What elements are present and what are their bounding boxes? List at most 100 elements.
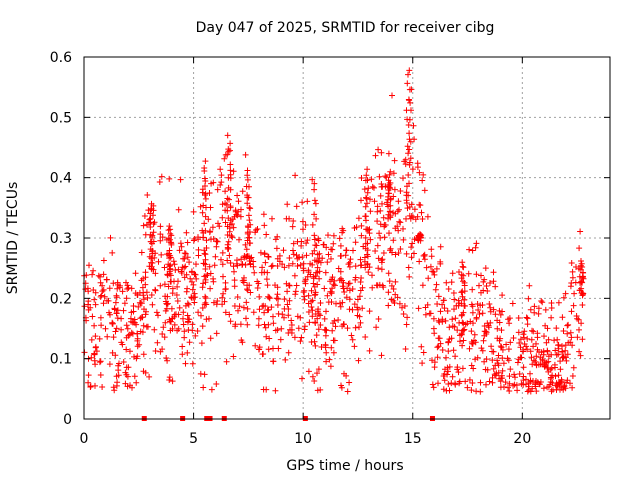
data-point bbox=[437, 340, 444, 347]
data-point bbox=[222, 309, 229, 316]
data-point bbox=[567, 339, 574, 346]
x-tick-label: 0 bbox=[80, 431, 89, 447]
data-point bbox=[571, 290, 578, 297]
x-tick-label: 20 bbox=[513, 431, 531, 447]
data-point bbox=[288, 317, 295, 324]
data-point bbox=[203, 237, 210, 244]
data-point bbox=[578, 285, 585, 292]
data-point bbox=[459, 259, 466, 266]
data-point bbox=[113, 294, 120, 301]
data-point bbox=[402, 156, 409, 163]
data-point bbox=[247, 261, 254, 268]
data-point bbox=[201, 220, 208, 227]
data-point bbox=[115, 362, 122, 369]
data-point bbox=[419, 216, 426, 222]
data-point bbox=[229, 234, 236, 241]
data-point bbox=[488, 343, 495, 350]
data-point bbox=[206, 190, 213, 196]
data-point bbox=[330, 232, 337, 239]
data-point bbox=[340, 279, 347, 286]
data-point bbox=[270, 345, 276, 352]
data-point bbox=[162, 298, 169, 305]
data-point bbox=[299, 218, 306, 225]
data-point bbox=[520, 364, 527, 371]
data-point bbox=[528, 354, 535, 361]
data-point bbox=[180, 321, 187, 328]
data-point bbox=[468, 387, 475, 394]
data-point bbox=[192, 271, 199, 278]
data-point bbox=[242, 151, 249, 158]
data-point bbox=[479, 347, 486, 354]
data-point bbox=[544, 325, 551, 332]
data-point bbox=[165, 227, 172, 234]
data-point bbox=[576, 348, 583, 355]
data-point bbox=[330, 281, 337, 288]
data-point bbox=[114, 285, 121, 292]
data-point bbox=[300, 289, 307, 296]
data-point bbox=[460, 320, 467, 327]
data-point bbox=[181, 334, 188, 341]
data-point bbox=[222, 188, 229, 195]
data-point bbox=[244, 305, 251, 312]
data-point bbox=[440, 297, 447, 304]
data-point bbox=[232, 323, 239, 330]
data-point bbox=[392, 278, 399, 285]
data-point bbox=[85, 379, 92, 386]
data-point bbox=[186, 316, 193, 323]
data-point bbox=[345, 280, 352, 287]
data-point bbox=[157, 231, 164, 238]
data-point bbox=[450, 347, 457, 354]
data-point bbox=[138, 249, 145, 256]
data-point bbox=[132, 290, 139, 297]
data-point bbox=[127, 315, 134, 322]
data-point bbox=[325, 251, 332, 258]
data-point bbox=[346, 280, 353, 287]
data-point bbox=[358, 197, 364, 204]
data-point bbox=[403, 107, 410, 114]
data-point bbox=[114, 379, 121, 386]
data-point bbox=[330, 320, 336, 327]
data-point bbox=[231, 303, 238, 309]
data-point bbox=[355, 215, 362, 222]
data-point bbox=[461, 296, 468, 303]
data-point bbox=[364, 189, 371, 196]
data-point bbox=[224, 195, 231, 202]
data-point bbox=[436, 335, 443, 342]
data-point bbox=[321, 285, 328, 292]
data-point bbox=[385, 302, 392, 309]
data-point bbox=[261, 251, 268, 258]
data-point bbox=[356, 324, 362, 331]
data-point bbox=[406, 159, 413, 166]
data-point bbox=[120, 359, 127, 365]
data-point bbox=[275, 296, 282, 302]
data-point bbox=[564, 322, 571, 329]
data-point bbox=[557, 386, 563, 393]
data-point bbox=[225, 238, 232, 245]
data-point bbox=[502, 379, 509, 386]
data-point bbox=[244, 287, 251, 294]
data-point bbox=[243, 299, 250, 306]
data-point bbox=[221, 155, 228, 162]
data-point bbox=[305, 292, 312, 299]
data-point bbox=[441, 371, 448, 377]
data-point bbox=[182, 302, 189, 309]
data-point bbox=[193, 275, 200, 282]
data-point bbox=[125, 364, 132, 371]
data-point bbox=[306, 319, 313, 326]
data-point bbox=[286, 215, 293, 222]
data-point bbox=[149, 301, 156, 308]
data-point bbox=[521, 328, 528, 335]
data-point bbox=[358, 262, 365, 269]
data-point bbox=[405, 122, 412, 128]
data-point bbox=[199, 209, 206, 216]
data-point bbox=[416, 201, 423, 208]
data-point bbox=[224, 151, 231, 158]
data-point bbox=[466, 246, 473, 253]
data-point bbox=[378, 259, 385, 266]
data-point bbox=[435, 293, 442, 300]
data-point bbox=[385, 289, 392, 296]
data-point bbox=[410, 122, 417, 129]
data-point bbox=[140, 351, 147, 358]
data-point bbox=[309, 176, 316, 183]
data-point bbox=[97, 273, 104, 280]
